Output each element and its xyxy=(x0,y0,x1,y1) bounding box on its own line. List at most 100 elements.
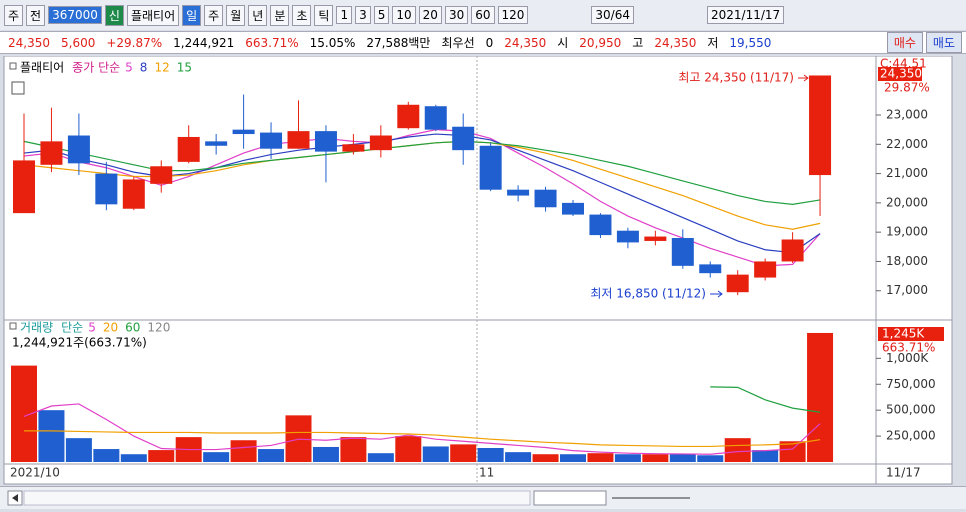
volume-bar xyxy=(203,452,230,462)
y-tick-label: 1,000K xyxy=(886,351,929,365)
toolbar-item[interactable]: 일 xyxy=(182,4,202,26)
volume-bar xyxy=(395,436,422,462)
y-tick-label: 750,000 xyxy=(886,377,936,391)
last-price: 24,350 xyxy=(880,67,922,81)
volume-bar xyxy=(669,454,696,462)
toolbar-item[interactable]: 분 xyxy=(270,4,290,26)
volume-bar xyxy=(422,446,449,462)
quote-item: 1,244,921 xyxy=(173,35,235,50)
legend-box xyxy=(9,322,17,330)
toolbar-item[interactable]: 월 xyxy=(226,4,246,26)
toolbar-item[interactable]: 전 xyxy=(26,4,46,26)
toolbar-item[interactable]: 플래티어 xyxy=(126,4,180,26)
order-button[interactable]: 매수 xyxy=(886,32,923,53)
candle-body xyxy=(232,129,255,135)
volume-bar xyxy=(807,332,834,462)
candle-body xyxy=(671,238,694,266)
scroll-controls xyxy=(7,490,940,506)
candle-body xyxy=(205,141,228,146)
toolbar-item[interactable]: 신 xyxy=(104,4,124,26)
quote-item: 시 xyxy=(557,36,569,50)
toolbar-item[interactable]: 초 xyxy=(292,4,312,26)
candle-body xyxy=(40,141,63,165)
volume-bar xyxy=(477,448,504,462)
quote-item: 고 xyxy=(632,36,644,50)
toolbar-item[interactable]: 367000 xyxy=(48,6,102,24)
candle-body xyxy=(287,131,310,149)
chart-title: 거래량 xyxy=(20,321,53,335)
volume-bar xyxy=(38,410,65,462)
candle-body xyxy=(260,132,283,149)
candle-body xyxy=(397,104,420,129)
toolbar-item[interactable]: 5 xyxy=(373,6,390,24)
y-tick-label: 20,000 xyxy=(886,195,928,209)
candle-body xyxy=(644,236,667,241)
ma-line xyxy=(23,403,821,455)
volume-bar xyxy=(65,438,92,462)
candle-body xyxy=(754,261,777,278)
toolbar-item[interactable]: 30 xyxy=(444,6,469,24)
volume-bar xyxy=(752,450,779,462)
volume-bar xyxy=(120,454,147,462)
arrow xyxy=(12,494,18,502)
volume-bar xyxy=(230,440,257,462)
candle-body xyxy=(452,126,475,151)
arrow xyxy=(710,290,723,298)
toolbar-item[interactable]: 60 xyxy=(471,6,495,24)
last-price-box xyxy=(878,67,922,81)
candle-body xyxy=(369,135,392,151)
quote-item: 5,600 xyxy=(61,35,96,50)
volume-bar xyxy=(258,449,285,462)
candle-body xyxy=(507,189,530,196)
toolbar-item[interactable]: 주 xyxy=(4,4,24,26)
scroll-bar xyxy=(0,486,966,509)
candle-body xyxy=(424,106,447,130)
date-field[interactable]: 2021/11/17 xyxy=(707,6,785,24)
scroll-track xyxy=(23,490,531,506)
ma-line xyxy=(710,386,821,413)
toolbar-item[interactable]: 1 xyxy=(336,6,353,24)
candle-body xyxy=(67,135,90,164)
toolbar-item[interactable]: 3 xyxy=(355,6,371,24)
tool-icons[interactable] xyxy=(700,491,940,505)
toolbar-item[interactable]: 20 xyxy=(418,6,442,24)
quote-item: 저 xyxy=(707,36,719,50)
volume-bar xyxy=(532,454,559,462)
y-tick-label: 250,000 xyxy=(886,429,936,443)
ma-line xyxy=(24,430,821,448)
candle-body xyxy=(589,214,612,236)
candle-body xyxy=(13,160,35,214)
annotation-high: 최고 24,350 (11/17) xyxy=(678,71,794,85)
legend-entry: 120 xyxy=(147,321,170,335)
page-count: 30/64 xyxy=(591,6,634,24)
y-tick-label: 17,000 xyxy=(886,283,928,297)
quote-bar: 24,350 5,600 +29.87% 1,244,921 663.71% 15.05%… xyxy=(0,31,966,54)
legend-label: 단순 xyxy=(61,321,83,335)
y-tick-label: 18,000 xyxy=(886,254,928,268)
toolbar-item[interactable]: 120 xyxy=(497,6,529,24)
x-tick-label: 11 xyxy=(479,466,494,480)
volume-bar xyxy=(642,454,669,462)
candle-body xyxy=(562,202,584,215)
toolbar-item[interactable]: 틱 xyxy=(314,4,334,26)
x-tick-label: 2021/10 xyxy=(10,466,60,480)
toolbar-item[interactable]: 년 xyxy=(248,4,268,26)
y-tick-label: 23,000 xyxy=(886,108,928,122)
candle-body xyxy=(150,166,173,184)
y-tick-label: 22,000 xyxy=(886,137,928,151)
volume-bar xyxy=(614,454,641,462)
quote-item: 663.71% xyxy=(245,35,299,50)
volume-bar xyxy=(560,454,586,462)
candle-body xyxy=(479,145,502,190)
quote-item: 27,588백만 xyxy=(366,36,431,50)
toolbar-item[interactable]: 10 xyxy=(392,6,416,24)
candle-body xyxy=(95,173,118,205)
order-button[interactable]: 매도 xyxy=(925,32,962,53)
nav-buttons[interactable] xyxy=(533,490,607,506)
last-volume: 1,245K xyxy=(882,327,925,341)
y-tick-label: 500,000 xyxy=(886,403,936,417)
legend-entry: 5 xyxy=(88,321,96,335)
ratio-label: 663.71% xyxy=(882,341,935,355)
toolbar-item[interactable]: 주 xyxy=(204,4,224,26)
